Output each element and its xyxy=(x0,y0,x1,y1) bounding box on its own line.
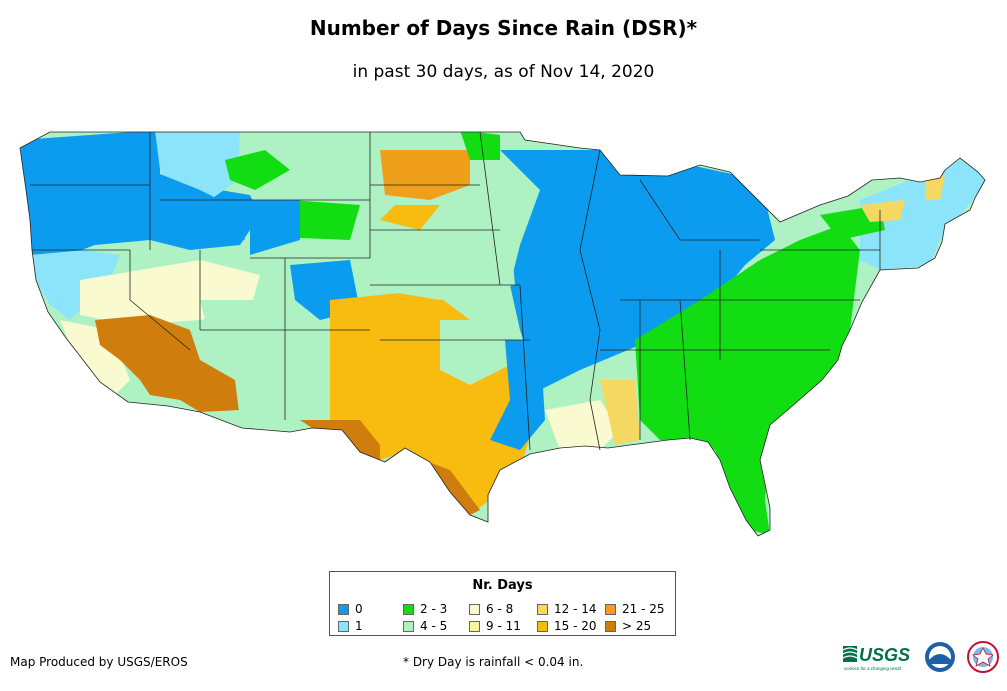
region-idaho-0 xyxy=(150,170,245,248)
legend-swatch-8 xyxy=(605,604,616,615)
legend-item-1: 1 xyxy=(338,619,363,633)
legend-swatch-6 xyxy=(537,604,548,615)
legend-swatch-0 xyxy=(338,604,349,615)
legend-swatch-7 xyxy=(537,621,548,632)
region-oklahoma-4-5 xyxy=(440,320,520,385)
legend-item-4: 6 - 8 xyxy=(469,602,513,616)
legend-item-8: 21 - 25 xyxy=(605,602,665,616)
region-montana-4-5 xyxy=(240,132,370,200)
map-subtitle: in past 30 days, as of Nov 14, 2020 xyxy=(352,62,655,82)
region-newengland-1 xyxy=(860,160,985,270)
region-southeast-2-3 xyxy=(635,225,860,535)
border-plains-east xyxy=(519,284,531,451)
legend-item-5: 9 - 11 xyxy=(469,619,521,633)
dsr-raster xyxy=(20,132,985,536)
legend-swatch-5 xyxy=(469,621,480,632)
region-midwest-0 xyxy=(500,150,775,390)
agency-logos: USGS science for a changing world noaa xyxy=(843,641,999,673)
legend-swatch-1 xyxy=(338,621,349,632)
nws-logo xyxy=(967,641,999,673)
region-louisiana-6-8 xyxy=(545,400,620,450)
region-mississippi-12-14 xyxy=(600,380,640,445)
region-minnesota-2-3 xyxy=(460,132,500,160)
us-outline xyxy=(19,131,986,537)
legend-title: Nr. Days xyxy=(472,578,533,593)
legend: Nr. Days 0 1 2 - 3 4 - 5 6 - 8 9 - 11 12… xyxy=(329,571,676,636)
usgs-wordmark: USGS xyxy=(859,645,910,665)
dry-day-footnote: * Dry Day is rainfall < 0.04 in. xyxy=(403,655,584,669)
legend-swatch-9 xyxy=(605,621,616,632)
region-arizona-gt25 xyxy=(95,315,240,412)
region-nebraska-4-5 xyxy=(370,230,515,300)
legend-item-2: 2 - 3 xyxy=(403,602,447,616)
region-wyoming-0 xyxy=(250,200,300,255)
legend-swatch-3 xyxy=(403,621,414,632)
noaa-logo: noaa xyxy=(925,642,955,672)
border-great-lakes xyxy=(639,179,760,241)
border-mississippi xyxy=(579,149,601,451)
legend-item-0: 0 xyxy=(338,602,363,616)
region-maine-12-14 xyxy=(925,175,945,200)
region-california-1 xyxy=(30,250,120,320)
region-sd-15-20 xyxy=(380,205,440,230)
region-eastok-0 xyxy=(490,340,545,450)
usgs-tagline: science for a changing world xyxy=(844,666,902,671)
legend-swatch-4 xyxy=(469,604,480,615)
usgs-logo: USGS science for a changing world xyxy=(843,645,910,671)
legend-swatch-2 xyxy=(403,604,414,615)
map-title: Number of Days Since Rain (DSR)* xyxy=(309,16,698,40)
border-al-ga xyxy=(679,299,691,441)
us-dsr-map xyxy=(19,131,986,537)
legend-item-6: 12 - 14 xyxy=(537,602,597,616)
legend-item-7: 15 - 20 xyxy=(537,619,597,633)
region-montana-2-3 xyxy=(225,150,290,190)
region-nd-21-25 xyxy=(380,150,470,200)
legend-item-9: > 25 xyxy=(605,619,651,633)
legend-item-3: 4 - 5 xyxy=(403,619,447,633)
map-credit: Map Produced by USGS/EROS xyxy=(10,655,188,669)
noaa-wordmark: noaa xyxy=(933,655,948,661)
region-ny-12-14 xyxy=(860,200,905,222)
state-boundaries xyxy=(19,131,986,537)
border-dakotas-east xyxy=(479,131,501,286)
region-wyoming-2-3 xyxy=(290,200,360,240)
border-ca-nv xyxy=(129,250,191,351)
